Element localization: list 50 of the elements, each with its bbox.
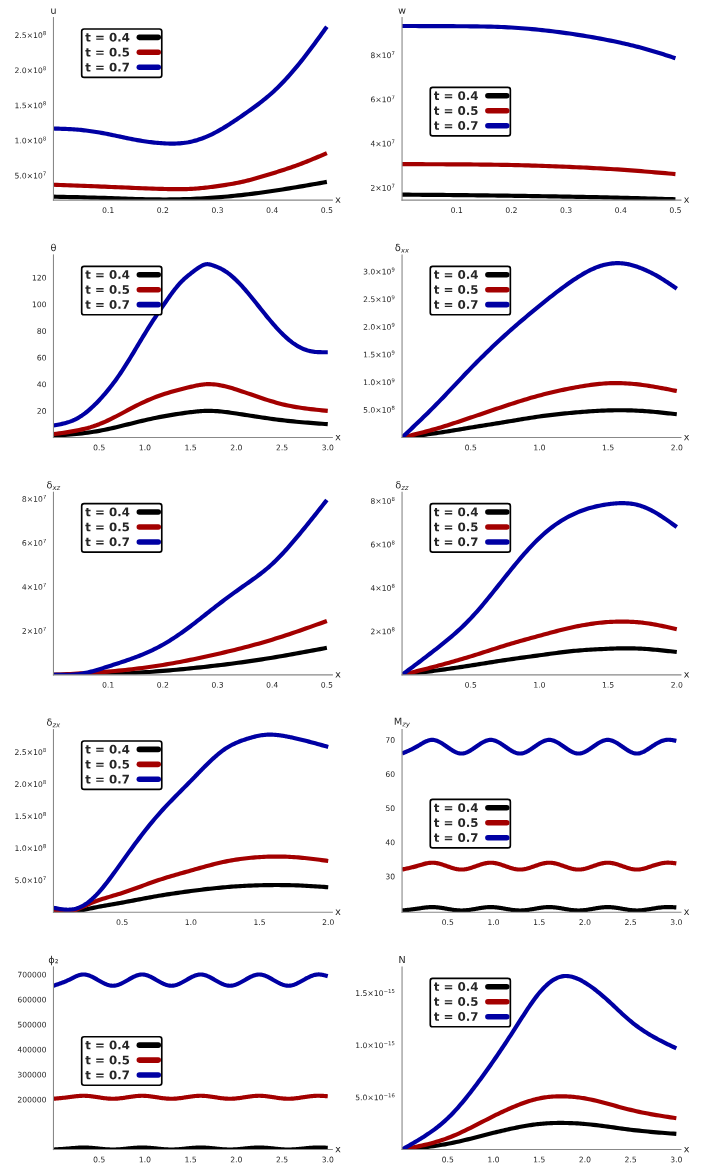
x-axis-title: x — [683, 909, 690, 915]
x-axis-title: x — [335, 197, 341, 203]
legend-label: t = 0.7 — [433, 833, 478, 843]
y-axis-title: δ$_{xx}$ — [395, 243, 410, 253]
legend-label: t = 0.5 — [85, 522, 130, 532]
x-axis-title: x — [335, 1146, 341, 1153]
x-axis-title: x — [335, 672, 341, 678]
y-axis-title: δ$_{zx}$ — [47, 718, 61, 728]
x-axis-title: x — [683, 197, 690, 203]
y-axis-title: u — [51, 8, 56, 14]
legend-label: t = 0.4 — [433, 270, 478, 279]
y-axis-title: ϕ₂ — [48, 955, 59, 966]
x-axis-title: x — [683, 434, 690, 441]
legend-label: t = 0.4 — [433, 91, 478, 101]
legend-label: t = 0.7 — [433, 121, 478, 131]
legend-label: t = 0.4 — [85, 270, 130, 279]
legend-label: t = 0.5 — [433, 997, 478, 1006]
legend-label: t = 0.7 — [433, 300, 478, 309]
legend-label: t = 0.7 — [85, 1070, 129, 1080]
legend-label: t = 0.7 — [85, 537, 129, 547]
y-axis-title: θ — [51, 243, 56, 252]
legend-label: t = 0.5 — [433, 818, 478, 828]
legend-label: t = 0.4 — [433, 507, 478, 517]
legend-label: t = 0.7 — [85, 62, 129, 72]
legend-label: t = 0.7 — [85, 300, 129, 309]
legend-label: t = 0.4 — [433, 803, 478, 813]
legend-label: t = 0.4 — [85, 507, 130, 517]
x-axis-title: x — [335, 434, 341, 441]
legend-label: t = 0.4 — [85, 1040, 130, 1050]
y-axis-title: N — [399, 956, 405, 964]
legend-label: t = 0.5 — [433, 522, 478, 532]
x-axis-title: x — [335, 909, 341, 915]
legend-label: t = 0.5 — [85, 47, 130, 57]
legend-label: t = 0.7 — [433, 537, 478, 547]
y-axis-title: δ$_{xz}$ — [47, 481, 61, 490]
legend-label: t = 0.4 — [85, 32, 130, 42]
legend-label: t = 0.5 — [85, 285, 130, 294]
legend-label: t = 0.5 — [433, 285, 478, 294]
legend-label: t = 0.4 — [433, 982, 478, 992]
legend-label: t = 0.7 — [85, 774, 129, 784]
legend-label: t = 0.7 — [433, 1012, 478, 1021]
x-axis-title: x — [683, 1146, 690, 1153]
y-axis-title: δ$_{zz}$ — [395, 481, 409, 490]
y-axis-title: w — [398, 8, 406, 14]
legend-label: t = 0.5 — [85, 759, 130, 769]
legend-label: t = 0.5 — [85, 1055, 130, 1065]
x-axis-title: x — [683, 672, 690, 678]
legend-label: t = 0.4 — [85, 744, 130, 754]
y-axis-title: M$_{zy}$ — [394, 717, 410, 728]
legend-label: t = 0.5 — [433, 106, 478, 116]
